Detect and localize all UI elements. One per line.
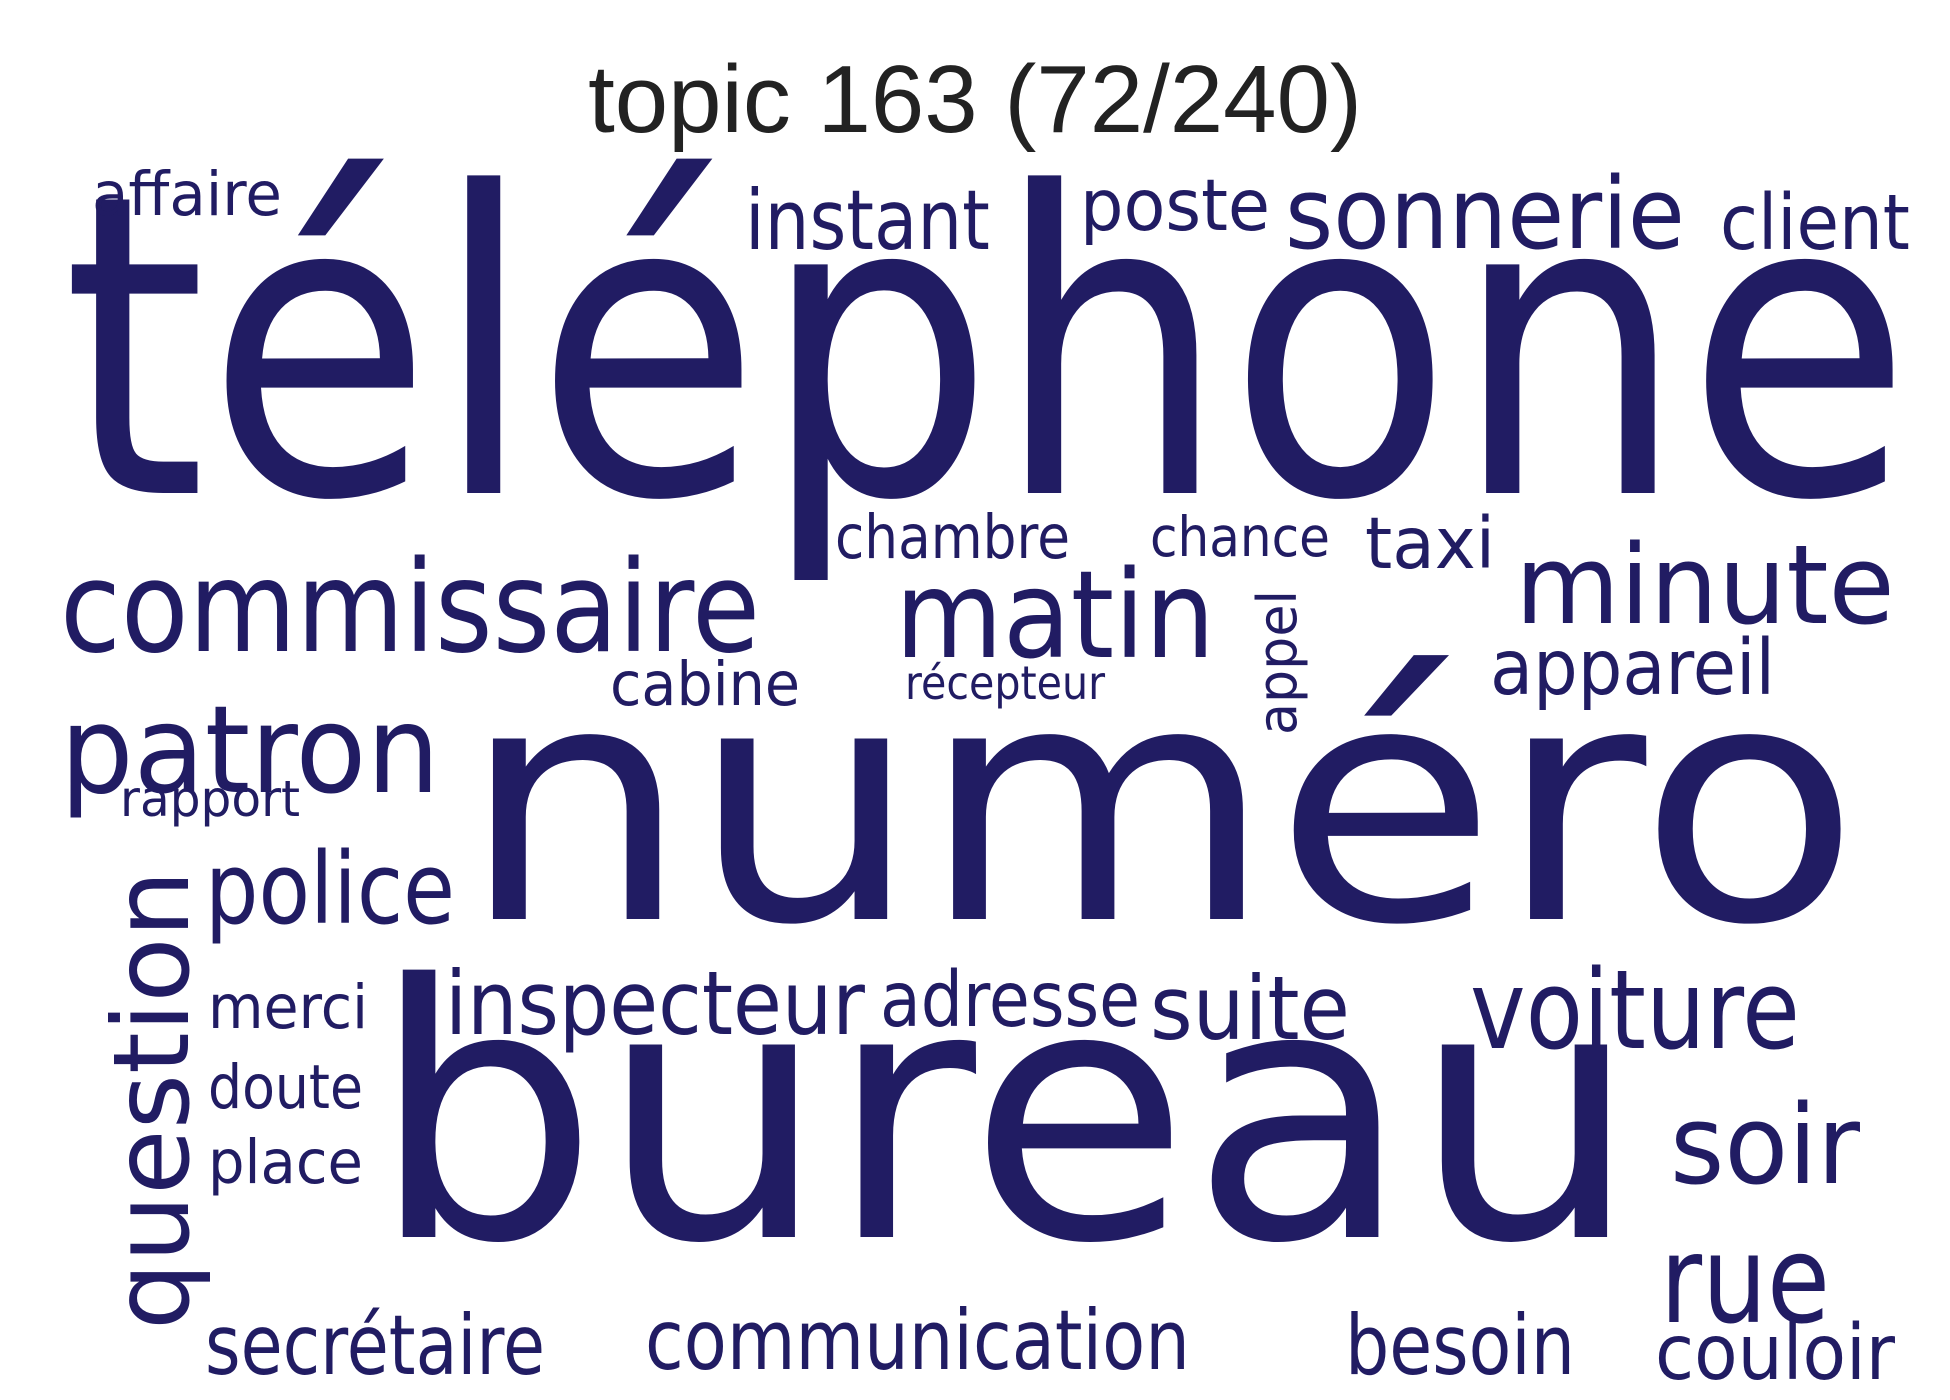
word-commissaire: commissaire bbox=[60, 534, 761, 681]
word-bureau: bureau bbox=[370, 911, 1640, 1321]
word-police: police bbox=[205, 832, 455, 947]
word-telephone: téléphone bbox=[62, 105, 1913, 592]
word-cabine: cabine bbox=[610, 650, 801, 720]
word-place: place bbox=[208, 1128, 363, 1198]
word-recepteur: récepteur bbox=[905, 656, 1106, 710]
cloud-title: topic 163 (72/240) bbox=[588, 46, 1362, 153]
word-appel: appel bbox=[1245, 589, 1309, 735]
word-communication: communication bbox=[645, 1293, 1190, 1389]
word-rue: rue bbox=[1660, 1210, 1830, 1351]
word-appareil: appareil bbox=[1490, 624, 1776, 713]
word-chance: chance bbox=[1150, 505, 1330, 569]
word-inspecteur: inspecteur bbox=[445, 952, 865, 1055]
word-rapport: rapport bbox=[120, 770, 301, 828]
word-couloir: couloir bbox=[1655, 1309, 1896, 1398]
word-instant: instant bbox=[745, 173, 990, 269]
word-minute: minute bbox=[1515, 521, 1895, 649]
word-voiture: voiture bbox=[1470, 946, 1800, 1074]
word-poste: poste bbox=[1080, 164, 1271, 247]
word-numero: numéro bbox=[460, 613, 1861, 997]
word-client: client bbox=[1720, 179, 1910, 268]
word-chambre: chambre bbox=[835, 503, 1071, 573]
word-affaire: affaire bbox=[92, 160, 282, 230]
word-adresse: adresse bbox=[880, 956, 1141, 1045]
word-question: question bbox=[91, 870, 213, 1330]
word-soir: soir bbox=[1670, 1081, 1860, 1209]
word-matin: matin bbox=[895, 545, 1216, 686]
word-suite: suite bbox=[1150, 957, 1350, 1060]
word-secretaire: secrétaire bbox=[205, 1298, 546, 1394]
word-taxi: taxi bbox=[1365, 502, 1496, 585]
word-sonnerie: sonnerie bbox=[1285, 157, 1685, 272]
word-merci: merci bbox=[208, 973, 368, 1043]
word-doute: doute bbox=[208, 1053, 363, 1123]
word-besoin: besoin bbox=[1345, 1298, 1575, 1394]
word-patron: patron bbox=[60, 680, 440, 821]
